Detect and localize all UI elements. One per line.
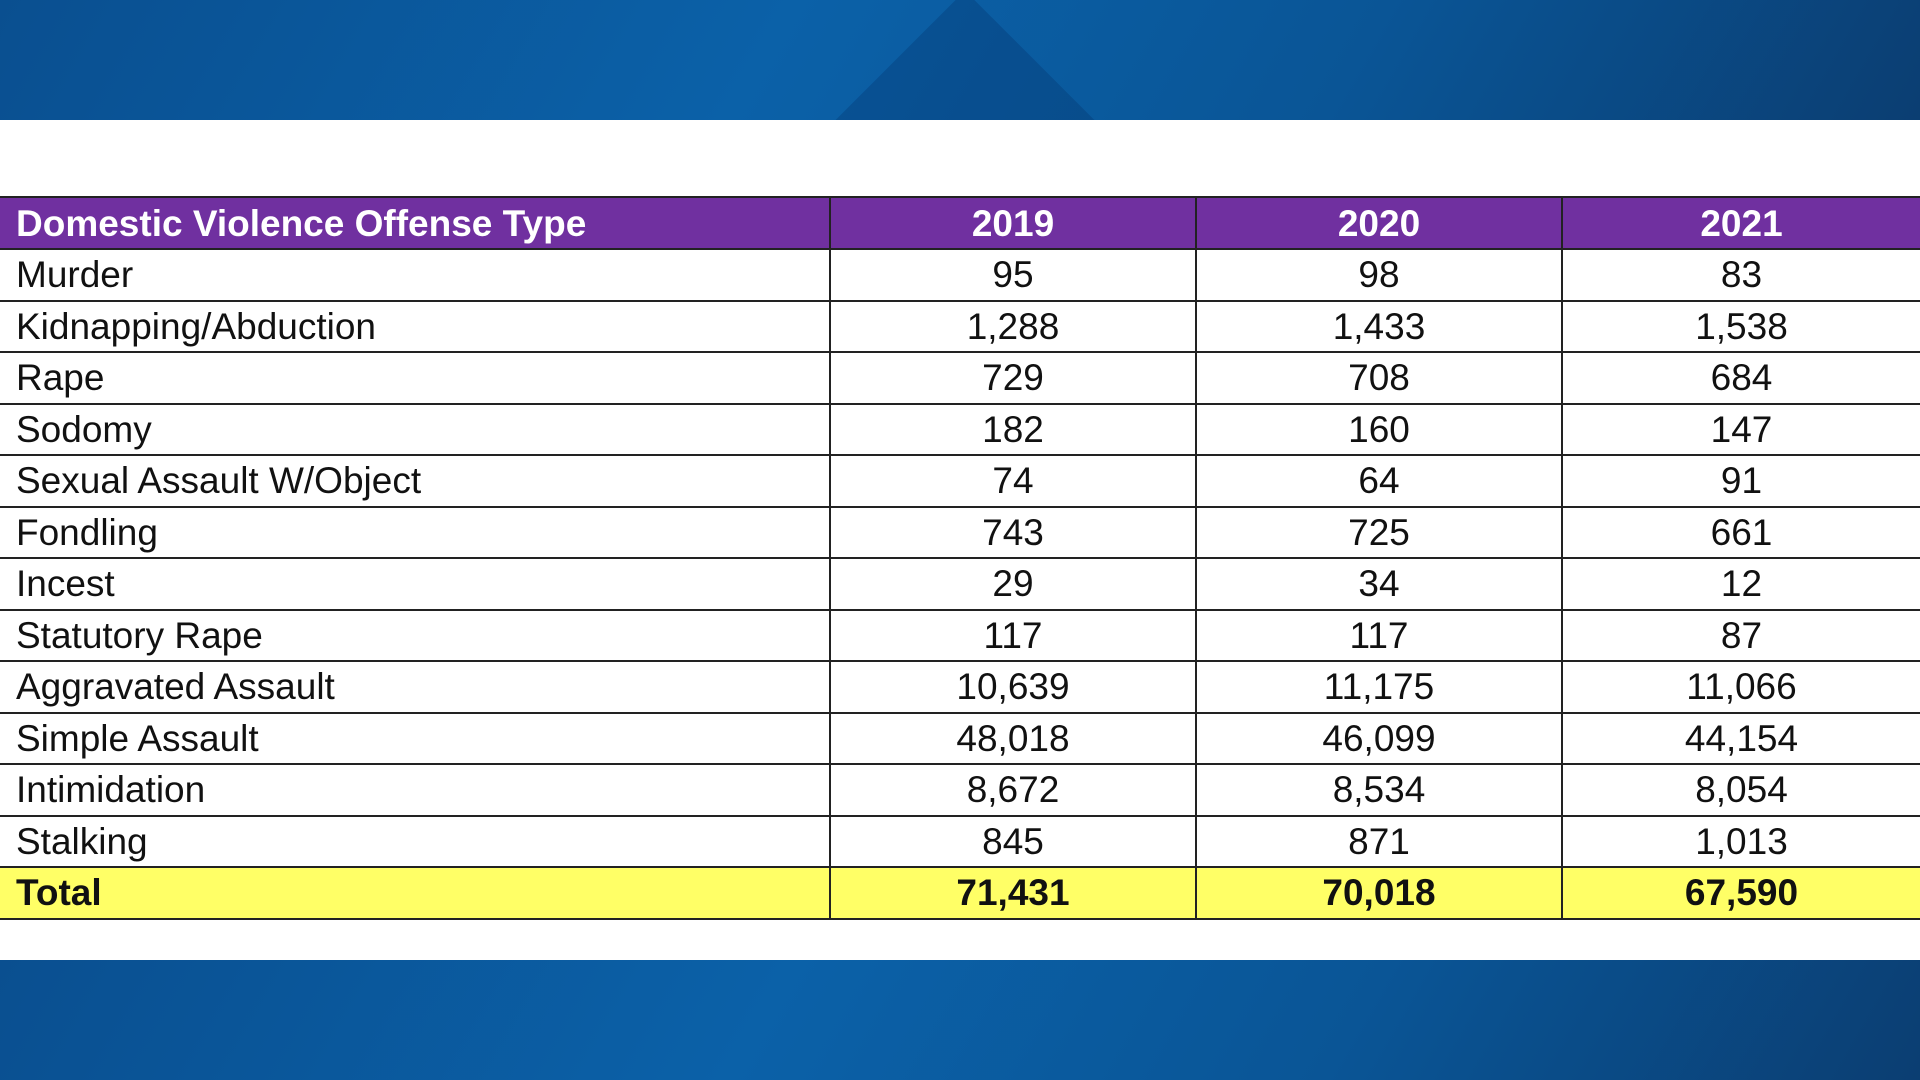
value-2021-cell: 684 — [1561, 351, 1920, 405]
value-2019-cell: 10,639 — [829, 660, 1197, 714]
value-2020-cell: 160 — [1195, 402, 1563, 456]
value-2019-cell: 48,018 — [829, 711, 1197, 765]
offense-type-cell: Stalking — [0, 814, 831, 868]
value-2020-cell: 98 — [1195, 248, 1563, 302]
value-2019-cell: 729 — [829, 351, 1197, 405]
offense-type-cell: Aggravated Assault — [0, 660, 831, 714]
value-2020-cell: 8,534 — [1195, 763, 1563, 817]
table-row: Incest 29 34 12 — [0, 557, 1920, 611]
value-2021-cell: 44,154 — [1561, 711, 1920, 765]
offense-type-cell: Kidnapping/Abduction — [0, 299, 831, 353]
offense-type-cell: Total — [0, 866, 831, 920]
value-2019-cell: 117 — [829, 608, 1197, 662]
value-2019-cell: 1,288 — [829, 299, 1197, 353]
value-2019-cell: 845 — [829, 814, 1197, 868]
value-2021-cell: 147 — [1561, 402, 1920, 456]
value-2021-cell: 12 — [1561, 557, 1920, 611]
value-2019-cell: 74 — [829, 454, 1197, 508]
offense-type-cell: Murder — [0, 248, 831, 302]
top-blue-banner — [0, 0, 1920, 120]
total-row: Total 71,431 70,018 67,590 — [0, 866, 1920, 920]
value-2021-cell: 1,538 — [1561, 299, 1920, 353]
value-2021-cell: 83 — [1561, 248, 1920, 302]
offense-type-cell: Rape — [0, 351, 831, 405]
header-row: Domestic Violence Offense Type 2019 2020… — [0, 196, 1920, 250]
offense-type-cell: Incest — [0, 557, 831, 611]
offense-type-cell: Intimidation — [0, 763, 831, 817]
table-row: Stalking 845 871 1,013 — [0, 814, 1920, 868]
value-2020-cell: 708 — [1195, 351, 1563, 405]
offense-type-cell: Statutory Rape — [0, 608, 831, 662]
header-offense-type: Domestic Violence Offense Type — [0, 196, 831, 250]
table-row: Rape 729 708 684 — [0, 351, 1920, 405]
offense-type-cell: Fondling — [0, 505, 831, 559]
table-row: Intimidation 8,672 8,534 8,054 — [0, 763, 1920, 817]
offense-type-cell: Sodomy — [0, 402, 831, 456]
value-2021-cell: 1,013 — [1561, 814, 1920, 868]
offense-type-cell: Sexual Assault W/Object — [0, 454, 831, 508]
table-row: Kidnapping/Abduction 1,288 1,433 1,538 — [0, 299, 1920, 353]
table-row: Murder 95 98 83 — [0, 248, 1920, 302]
value-2019-cell: 95 — [829, 248, 1197, 302]
table-row: Statutory Rape 117 117 87 — [0, 608, 1920, 662]
offense-type-cell: Simple Assault — [0, 711, 831, 765]
value-2020-cell: 725 — [1195, 505, 1563, 559]
value-2021-cell: 67,590 — [1561, 866, 1920, 920]
value-2019-cell: 29 — [829, 557, 1197, 611]
table-row: Sexual Assault W/Object 74 64 91 — [0, 454, 1920, 508]
value-2020-cell: 117 — [1195, 608, 1563, 662]
header-2021: 2021 — [1561, 196, 1920, 250]
header-2019: 2019 — [829, 196, 1197, 250]
value-2020-cell: 11,175 — [1195, 660, 1563, 714]
value-2020-cell: 871 — [1195, 814, 1563, 868]
table-row: Fondling 743 725 661 — [0, 505, 1920, 559]
value-2020-cell: 1,433 — [1195, 299, 1563, 353]
value-2019-cell: 8,672 — [829, 763, 1197, 817]
value-2020-cell: 46,099 — [1195, 711, 1563, 765]
value-2021-cell: 87 — [1561, 608, 1920, 662]
value-2019-cell: 743 — [829, 505, 1197, 559]
value-2020-cell: 34 — [1195, 557, 1563, 611]
value-2019-cell: 71,431 — [829, 866, 1197, 920]
value-2020-cell: 70,018 — [1195, 866, 1563, 920]
table-row: Aggravated Assault 10,639 11,175 11,066 — [0, 660, 1920, 714]
value-2021-cell: 661 — [1561, 505, 1920, 559]
value-2021-cell: 91 — [1561, 454, 1920, 508]
table-row: Simple Assault 48,018 46,099 44,154 — [0, 711, 1920, 765]
offense-table: Domestic Violence Offense Type 2019 2020… — [0, 196, 1920, 920]
bottom-blue-banner — [0, 960, 1920, 1080]
value-2019-cell: 182 — [829, 402, 1197, 456]
value-2021-cell: 8,054 — [1561, 763, 1920, 817]
table-row: Sodomy 182 160 147 — [0, 402, 1920, 456]
header-2020: 2020 — [1195, 196, 1563, 250]
value-2021-cell: 11,066 — [1561, 660, 1920, 714]
value-2020-cell: 64 — [1195, 454, 1563, 508]
